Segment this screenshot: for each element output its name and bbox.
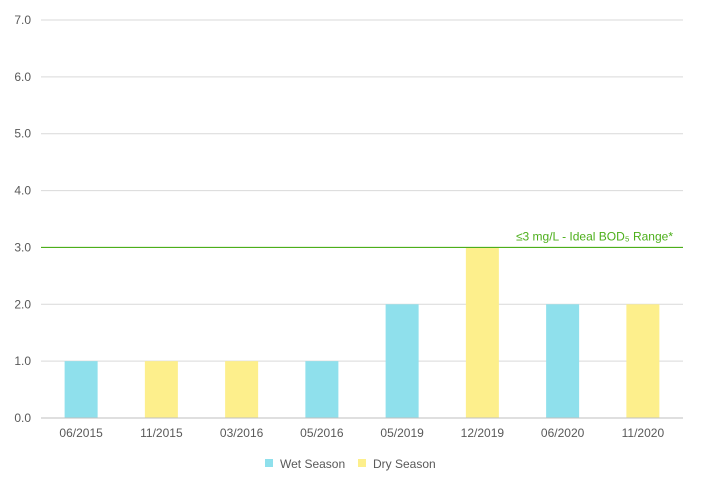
x-tick-label: 06/2020 bbox=[541, 426, 585, 440]
x-axis-ticks: 06/2015 11/2015 03/2016 05/2016 05/2019 12/20… bbox=[59, 426, 664, 440]
reference-line-label: ≤3 mg/L - Ideal BOD₅ Range* bbox=[516, 229, 673, 243]
bar-wet-season bbox=[546, 304, 580, 418]
bar-wet-season bbox=[64, 361, 98, 418]
y-tick-label: 7.0 bbox=[14, 13, 31, 27]
bars bbox=[41, 247, 683, 419]
y-tick-label: 1.0 bbox=[14, 354, 31, 368]
y-tick-label: 2.0 bbox=[14, 297, 31, 311]
legend-swatch-wet bbox=[265, 459, 273, 467]
y-tick-label: 5.0 bbox=[14, 127, 31, 141]
bar-wet-season bbox=[305, 361, 339, 418]
x-tick-label: 05/2016 bbox=[300, 426, 344, 440]
y-tick-label: 4.0 bbox=[14, 184, 31, 198]
legend: Wet Season Dry Season bbox=[265, 457, 436, 471]
x-tick-label: 11/2015 bbox=[140, 426, 183, 440]
y-tick-label: 0.0 bbox=[14, 411, 31, 425]
legend-swatch-dry bbox=[358, 459, 366, 467]
x-tick-label: 12/2019 bbox=[461, 426, 505, 440]
y-tick-label: 3.0 bbox=[14, 240, 31, 254]
y-tick-label: 6.0 bbox=[14, 70, 31, 84]
bar-dry-season bbox=[144, 361, 178, 418]
x-tick-label: 03/2016 bbox=[220, 426, 264, 440]
x-tick-label: 05/2019 bbox=[380, 426, 424, 440]
bar-dry-season bbox=[626, 304, 660, 418]
x-tick-label: 11/2020 bbox=[622, 426, 665, 440]
legend-label-wet: Wet Season bbox=[280, 457, 345, 471]
x-tick-label: 06/2015 bbox=[59, 426, 103, 440]
reference-line-group: ≤3 mg/L - Ideal BOD₅ Range* bbox=[41, 229, 683, 249]
bar-wet-season bbox=[385, 304, 419, 418]
gridlines bbox=[41, 19, 683, 419]
y-axis-ticks: 0.0 1.0 2.0 3.0 4.0 5.0 6.0 7.0 bbox=[14, 13, 31, 425]
bar-dry-season bbox=[465, 247, 499, 418]
legend-label-dry: Dry Season bbox=[373, 457, 436, 471]
bar-dry-season bbox=[225, 361, 259, 418]
